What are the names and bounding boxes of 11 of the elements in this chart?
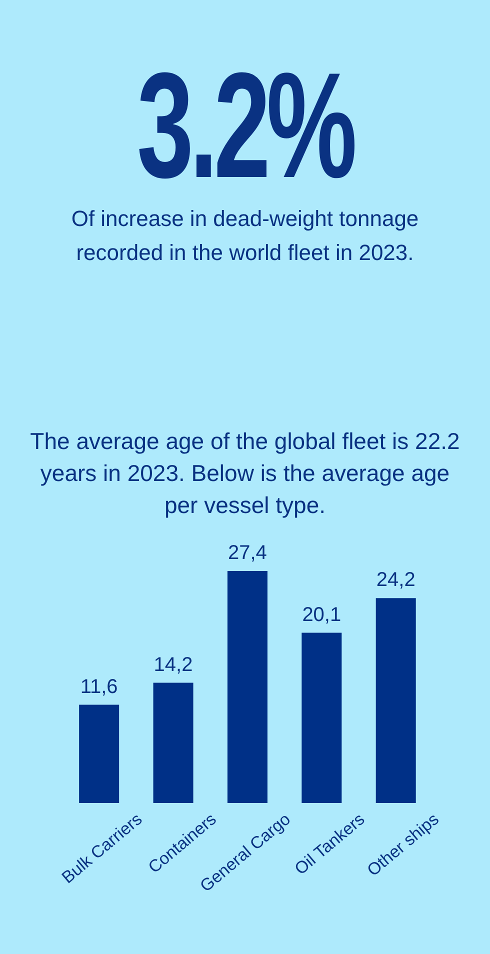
data-label: 24,2	[376, 569, 416, 592]
bar	[302, 632, 342, 803]
bar	[227, 571, 268, 803]
bar	[376, 598, 416, 803]
data-label: 11,6	[80, 676, 118, 698]
data-label: 20,1	[302, 604, 342, 626]
text: The average age of the global fleet is 22.2 years in 2023. Below is the average age per vessel type.	[29, 427, 461, 520]
bar	[153, 682, 194, 803]
data-label: 14,2	[154, 654, 193, 676]
data-label: 27,4	[228, 542, 267, 564]
bar	[79, 704, 120, 803]
